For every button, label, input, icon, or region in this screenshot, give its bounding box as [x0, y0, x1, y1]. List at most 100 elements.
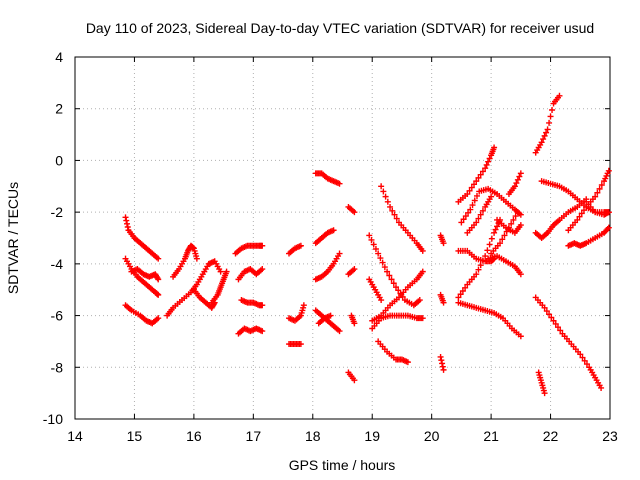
data-point: [155, 276, 162, 283]
data-point: [473, 219, 480, 226]
data-point: [259, 266, 266, 273]
data-point: [546, 311, 553, 318]
data-point: [393, 284, 399, 291]
data-point: [372, 245, 379, 252]
data-point: [259, 302, 266, 309]
data-point: [471, 197, 478, 204]
data-point: [514, 209, 521, 216]
data-point: [391, 211, 398, 218]
data-point: [379, 259, 386, 266]
data-point: [390, 280, 397, 287]
data-point: [577, 351, 584, 358]
data-point: [380, 188, 387, 195]
series-arc-31: [437, 232, 447, 247]
data-point: [484, 247, 491, 254]
x-tick-label: 23: [602, 428, 618, 444]
data-point: [517, 222, 524, 229]
data-point: [475, 266, 482, 273]
series-arc-46: [532, 294, 605, 391]
y-tick-label: -4: [51, 256, 64, 272]
data-point: [548, 314, 555, 321]
data-point: [378, 297, 385, 304]
data-point: [259, 328, 266, 335]
data-point: [469, 202, 476, 209]
data-point: [382, 193, 389, 200]
data-point: [440, 240, 447, 247]
series-arc-49: [565, 224, 612, 249]
y-tick-label: -2: [51, 204, 64, 220]
data-point: [465, 209, 472, 216]
data-point: [491, 144, 498, 151]
data-point: [488, 235, 495, 242]
x-tick-label: 20: [424, 428, 440, 444]
chart-title: Day 110 of 2023, Sidereal Day-to-day VTE…: [86, 20, 594, 36]
series-arc-21: [345, 203, 358, 216]
data-point: [471, 181, 478, 188]
data-point: [300, 302, 307, 309]
x-tick-label: 19: [364, 428, 380, 444]
data-point: [578, 210, 585, 217]
data-point: [404, 359, 411, 366]
data-point: [155, 315, 162, 322]
x-tick-label: 15: [127, 428, 143, 444]
data-point: [492, 226, 499, 233]
data-point: [458, 219, 465, 226]
data-point: [517, 333, 524, 340]
data-point: [351, 320, 358, 327]
data-point: [598, 384, 605, 391]
data-point: [479, 168, 486, 175]
data-point: [477, 211, 484, 218]
data-point: [122, 214, 129, 221]
series-arc-50: [565, 167, 612, 234]
series-arc-51: [583, 198, 612, 216]
data-point: [336, 180, 343, 187]
data-point: [580, 207, 587, 214]
x-tick-label: 21: [483, 428, 499, 444]
data-point: [123, 217, 130, 224]
series-arc-4: [128, 266, 162, 283]
data-point: [543, 308, 550, 315]
data-point: [193, 255, 200, 262]
data-point: [368, 236, 375, 243]
data-point: [462, 213, 469, 220]
series-arc-38: [455, 299, 524, 340]
data-point: [592, 193, 599, 200]
series-arc-1: [122, 214, 162, 262]
data-point: [517, 170, 524, 177]
data-point: [124, 224, 131, 231]
data-point: [598, 181, 605, 188]
data-point: [393, 215, 400, 222]
x-tick-label: 18: [305, 428, 321, 444]
series-arc-13: [286, 242, 304, 257]
series-arc-12: [235, 325, 266, 337]
data-point: [479, 207, 486, 214]
series-arc-10: [235, 266, 266, 283]
data-point: [473, 178, 480, 185]
series-arc-35: [458, 185, 524, 226]
data-point: [223, 268, 230, 275]
data-point: [486, 155, 493, 162]
data-point: [389, 207, 396, 214]
data-point: [512, 213, 519, 220]
x-tick-label: 14: [67, 428, 83, 444]
series-arc-45: [532, 196, 590, 241]
data-point: [486, 241, 493, 248]
series-arc-19: [312, 307, 343, 335]
data-point: [583, 361, 590, 368]
data-point: [155, 255, 162, 262]
data-point: [154, 275, 161, 282]
data-point: [464, 191, 471, 198]
series-arc-16: [312, 170, 343, 187]
data-point: [466, 187, 473, 194]
series-arc-30: [366, 276, 385, 304]
data-point: [503, 228, 510, 235]
data-point: [581, 357, 588, 364]
data-point: [485, 158, 492, 165]
data-point: [494, 223, 501, 230]
data-point: [384, 268, 391, 275]
data-point: [546, 119, 553, 126]
data-point: [549, 107, 556, 114]
data-point: [482, 165, 489, 172]
series-arc-33: [437, 353, 447, 373]
